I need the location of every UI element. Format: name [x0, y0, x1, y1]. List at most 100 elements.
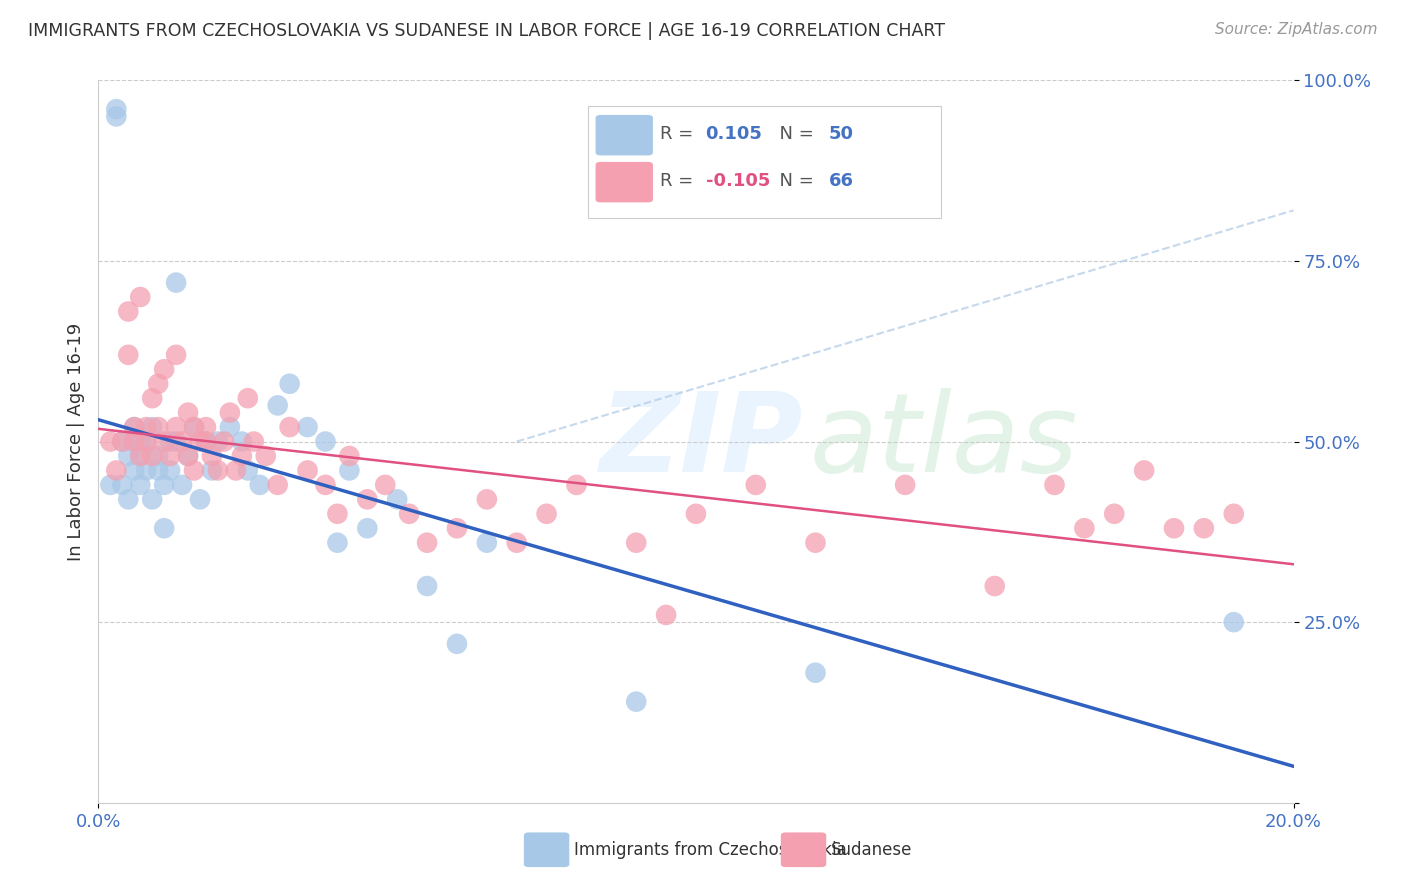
Point — [249, 478, 271, 492]
Point — [124, 420, 146, 434]
Point — [135, 434, 157, 449]
Point — [1163, 521, 1185, 535]
Point — [804, 665, 827, 680]
Point — [183, 463, 205, 477]
Point — [212, 434, 235, 449]
Point — [416, 579, 439, 593]
Point — [219, 406, 242, 420]
Point — [135, 434, 157, 449]
Point — [297, 463, 319, 477]
Point — [231, 434, 253, 449]
Point — [1133, 463, 1156, 477]
Point — [565, 478, 588, 492]
Point — [446, 521, 468, 535]
Point — [236, 391, 259, 405]
Point — [315, 434, 337, 449]
Point — [153, 478, 176, 492]
Point — [105, 102, 128, 116]
Point — [339, 463, 361, 477]
Point — [159, 463, 181, 477]
Point — [1223, 615, 1246, 630]
Text: ZIP: ZIP — [600, 388, 804, 495]
Point — [984, 579, 1007, 593]
Point — [153, 362, 176, 376]
Text: Immigrants from Czechoslovakia: Immigrants from Czechoslovakia — [574, 841, 846, 859]
Point — [124, 434, 146, 449]
Point — [356, 521, 378, 535]
Point — [135, 463, 157, 477]
Point — [183, 420, 205, 434]
Point — [111, 434, 134, 449]
Point — [105, 463, 128, 477]
Point — [141, 449, 163, 463]
Point — [326, 535, 349, 549]
Text: N =: N = — [768, 172, 820, 190]
Point — [207, 434, 229, 449]
Text: Source: ZipAtlas.com: Source: ZipAtlas.com — [1215, 22, 1378, 37]
Point — [475, 535, 498, 549]
Point — [326, 507, 349, 521]
Point — [1043, 478, 1066, 492]
Point — [278, 376, 301, 391]
Point — [626, 535, 648, 549]
Point — [124, 434, 146, 449]
Y-axis label: In Labor Force | Age 16-19: In Labor Force | Age 16-19 — [66, 322, 84, 561]
Point — [177, 449, 200, 463]
Point — [148, 463, 170, 477]
Point — [804, 535, 827, 549]
FancyBboxPatch shape — [524, 832, 569, 867]
Point — [267, 478, 290, 492]
Point — [129, 449, 152, 463]
Text: R =: R = — [661, 172, 699, 190]
Point — [195, 420, 218, 434]
Text: -0.105: -0.105 — [706, 172, 770, 190]
Point — [172, 478, 194, 492]
Point — [416, 535, 439, 549]
Text: Sudanese: Sudanese — [831, 841, 912, 859]
Point — [165, 434, 187, 449]
Point — [315, 478, 337, 492]
Point — [124, 420, 146, 434]
Point — [201, 449, 224, 463]
Point — [297, 420, 319, 434]
Text: IMMIGRANTS FROM CZECHOSLOVAKIA VS SUDANESE IN LABOR FORCE | AGE 16-19 CORRELATIO: IMMIGRANTS FROM CZECHOSLOVAKIA VS SUDANE… — [28, 22, 945, 40]
Text: 66: 66 — [828, 172, 853, 190]
Point — [243, 434, 266, 449]
Point — [117, 348, 139, 362]
Text: N =: N = — [768, 126, 820, 144]
Point — [117, 449, 139, 463]
FancyBboxPatch shape — [780, 832, 827, 867]
Point — [159, 434, 181, 449]
Point — [172, 434, 194, 449]
Text: atlas: atlas — [810, 388, 1078, 495]
Point — [278, 420, 301, 434]
Point — [117, 304, 139, 318]
Point — [225, 463, 247, 477]
Point — [111, 434, 134, 449]
Point — [165, 420, 187, 434]
FancyBboxPatch shape — [596, 115, 652, 155]
Point — [129, 290, 152, 304]
Point — [231, 449, 253, 463]
Point — [236, 463, 259, 477]
Text: 0.105: 0.105 — [706, 126, 762, 144]
Point — [148, 376, 170, 391]
Point — [159, 449, 181, 463]
Point — [165, 348, 187, 362]
Point — [165, 276, 187, 290]
Point — [506, 535, 529, 549]
Text: 50: 50 — [828, 126, 853, 144]
FancyBboxPatch shape — [589, 105, 941, 218]
Point — [188, 492, 211, 507]
Point — [201, 463, 224, 477]
Point — [626, 695, 648, 709]
Point — [1223, 507, 1246, 521]
Point — [153, 434, 176, 449]
Point — [188, 434, 211, 449]
Point — [111, 478, 134, 492]
Point — [195, 434, 218, 449]
Point — [148, 449, 170, 463]
Point — [105, 110, 128, 124]
Point — [141, 391, 163, 405]
Point — [177, 406, 200, 420]
